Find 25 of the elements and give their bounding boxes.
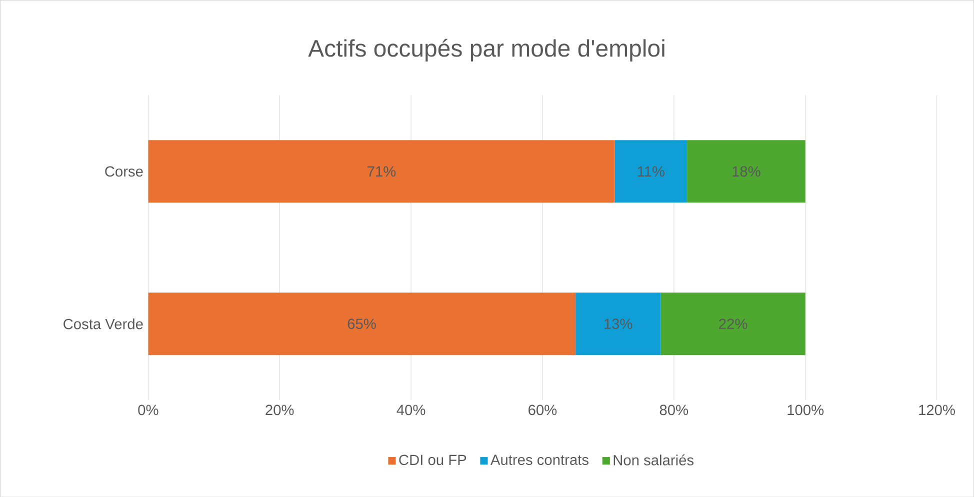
legend-label: Autres contrats	[490, 454, 588, 465]
y-tick-label: Costa Verde	[64, 318, 143, 330]
bar	[148, 140, 615, 203]
data-label: 65%	[348, 318, 376, 329]
data-label: 22%	[719, 318, 748, 329]
data-label: 18%	[732, 166, 760, 176]
x-tick-label: 100%	[788, 404, 824, 416]
legend-label: Non salariés	[614, 454, 694, 466]
y-tick-label: Corse	[105, 166, 143, 176]
data-label: 11%	[638, 166, 664, 176]
legend-label: CDI ou FP	[399, 454, 466, 465]
bar	[575, 292, 661, 355]
x-tick-label: 80%	[660, 404, 688, 416]
x-tick-label: 60%	[528, 404, 557, 416]
chart-title: Actifs occupés par mode d'emploi	[308, 38, 664, 62]
data-label: 13%	[604, 318, 632, 329]
x-tick-label: 0%	[138, 404, 158, 416]
bar	[687, 140, 806, 203]
x-tick-label: 120%	[919, 404, 955, 416]
bar	[148, 292, 576, 355]
bar	[660, 292, 806, 355]
x-tick-label: 40%	[396, 404, 426, 416]
bar	[614, 140, 688, 203]
data-label: 71%	[368, 166, 396, 176]
x-tick-label: 20%	[266, 404, 294, 416]
